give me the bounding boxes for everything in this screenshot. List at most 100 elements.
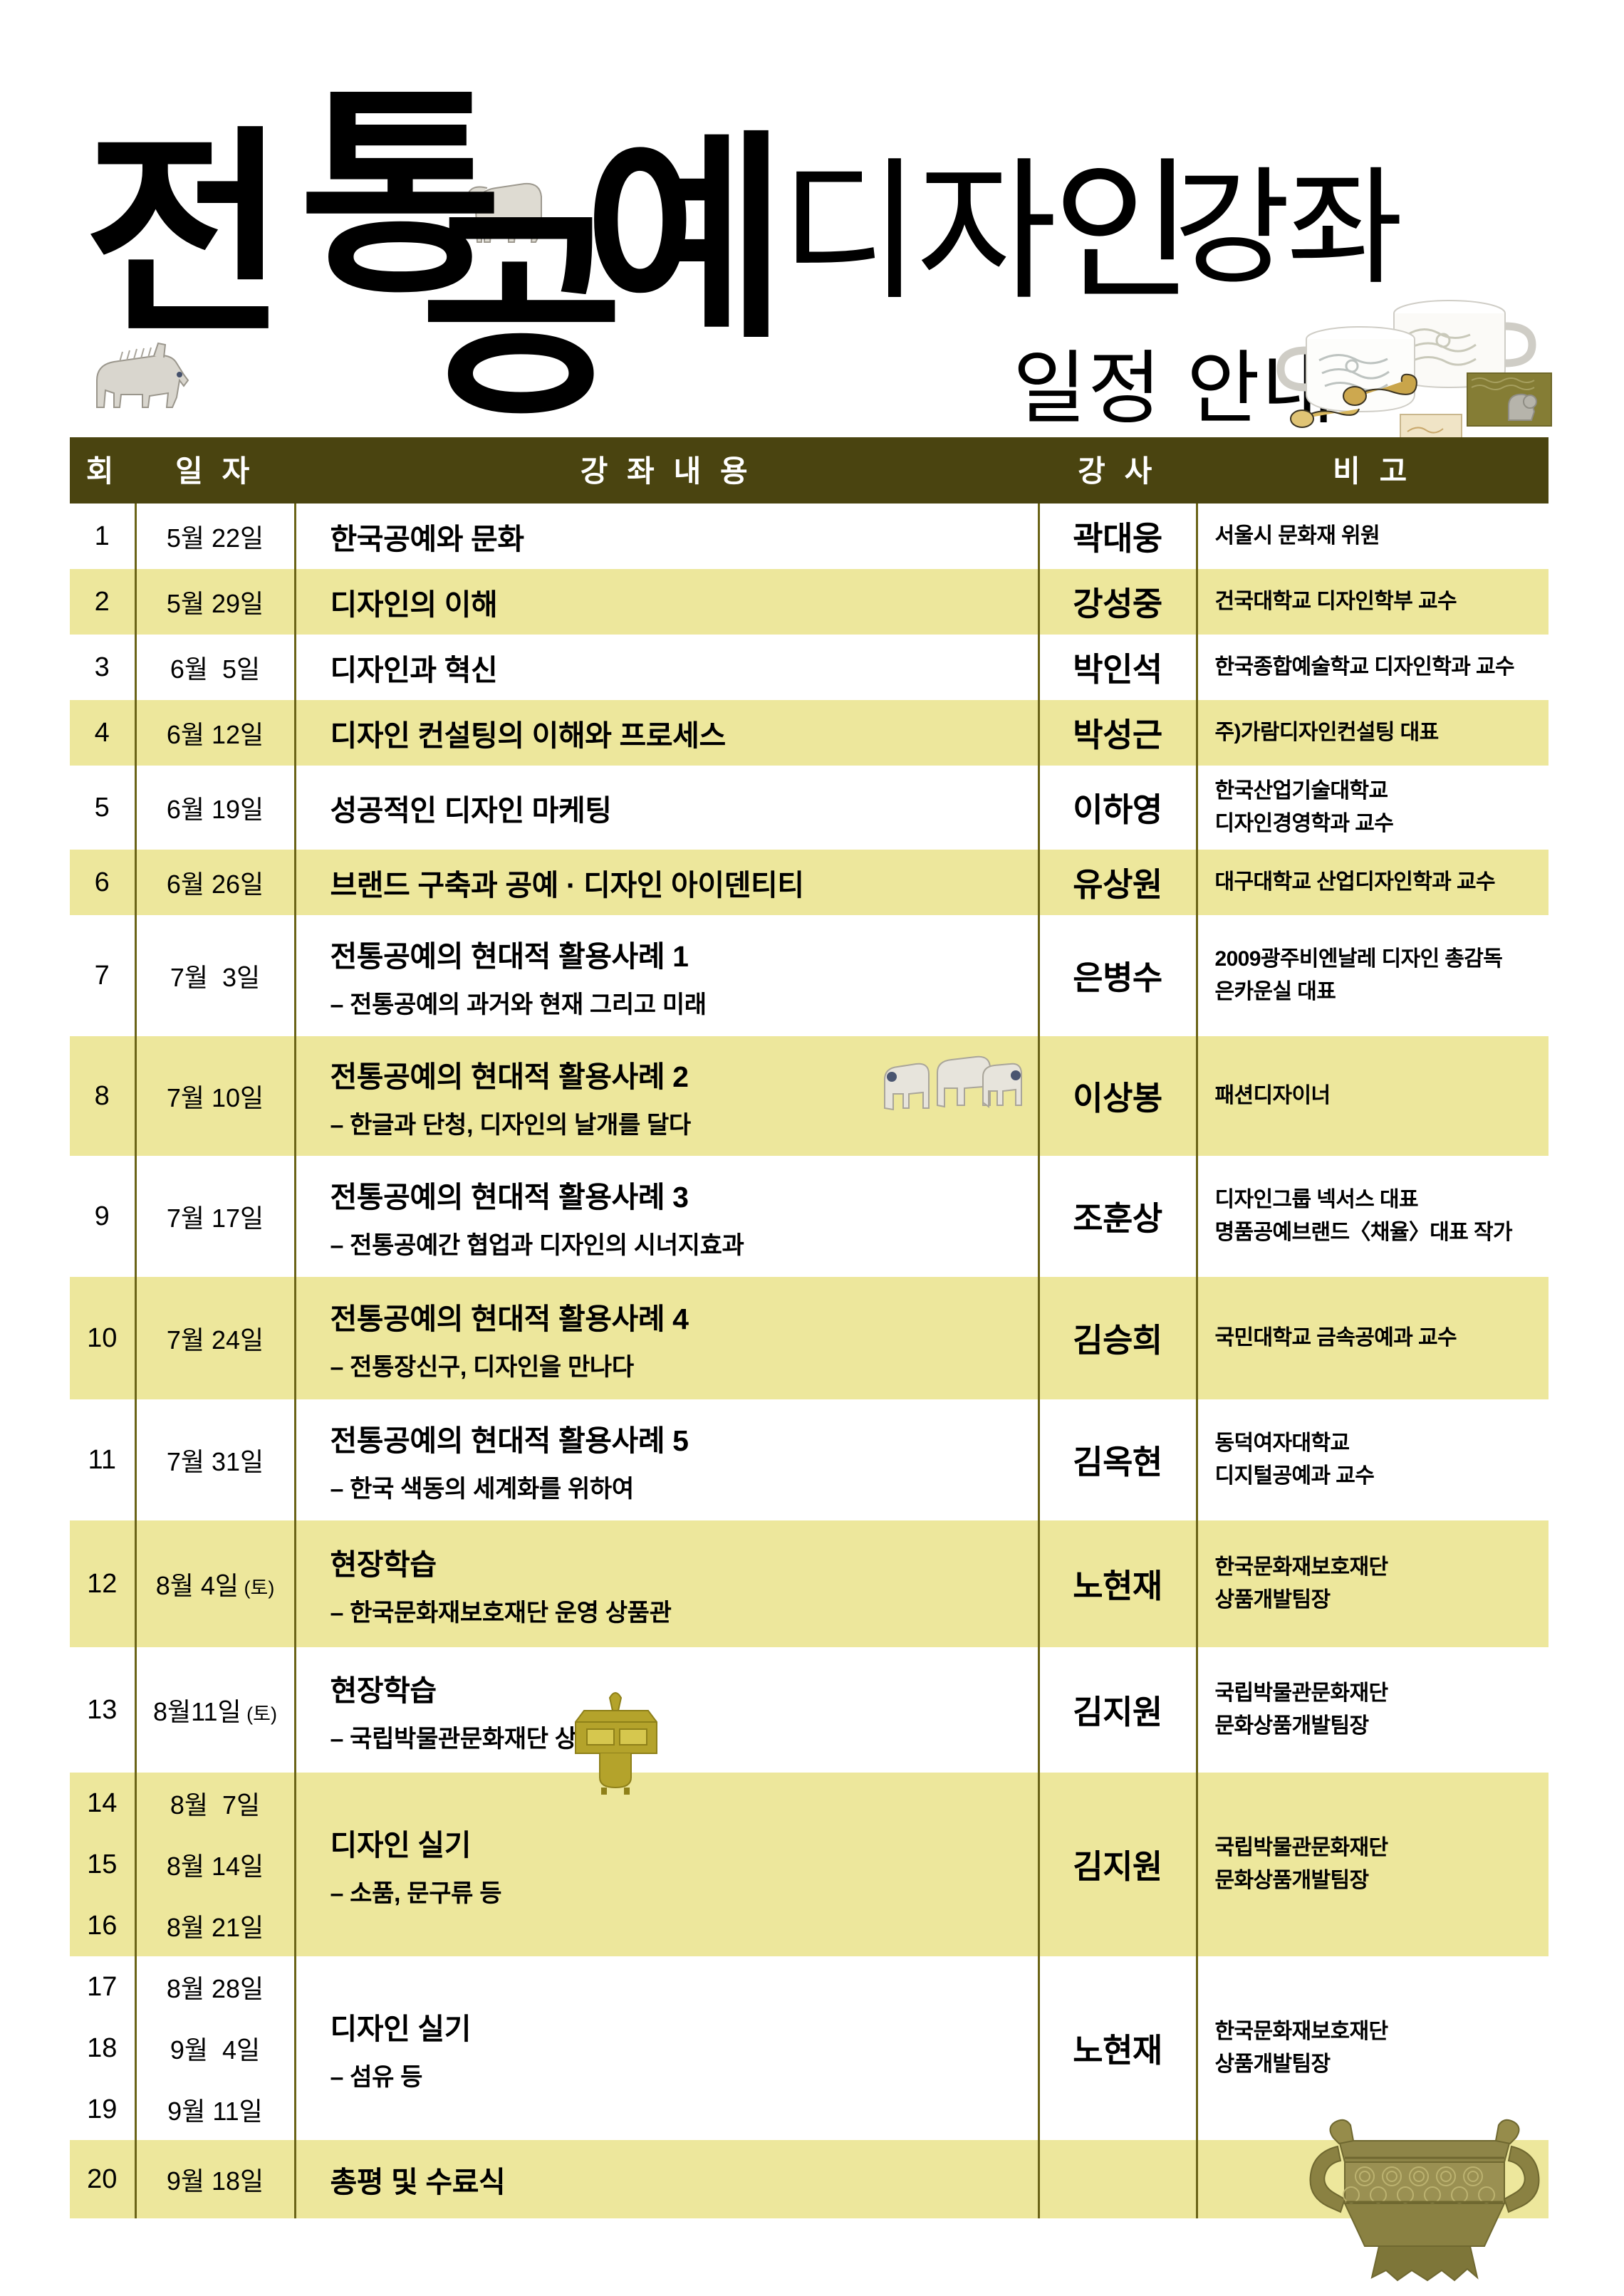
cell-session-no: 14 — [70, 1773, 137, 1834]
note-line: 한국종합예술학교 디자인학과 교수 — [1214, 654, 1515, 679]
cell-course-content: 현장학습 – 한국문화재보호재단 운영 상품관 — [293, 1520, 1040, 1647]
table-row: 11 7월 31일 전통공예의 현대적 활용사례 5 – 한국 색동의 세계화를 위하… — [70, 1399, 1548, 1520]
course-subtitle: – 한국 색동의 세계화를 위하여 — [330, 1475, 635, 1503]
cell-date: 5월 22일 — [134, 503, 296, 569]
cell-date: 7월 10일 — [134, 1036, 296, 1156]
table-row: 4 6월 12일 디자인 컨설팅의 이해와 프로세스 박성근 주)가람디자인컨설팅 대표 — [70, 700, 1548, 766]
cell-lecturer: 김지원 — [1037, 1773, 1198, 1956]
note-line: 패션디자이너 — [1214, 1083, 1331, 1107]
course-title: 현장학습 — [330, 1548, 437, 1581]
course-subtitle: – 한글과 단청, 디자인의 날개를 달다 — [330, 1111, 692, 1139]
cell-note: 2009광주비엔날레 디자인 총감독 은카운실 대표 — [1195, 915, 1548, 1036]
cell-session-no: 7 — [70, 915, 137, 1036]
table-header: 회 일 자 강 좌 내 용 강 사 비 고 — [70, 437, 1548, 503]
note-line: 한국문화재보호재단 — [1214, 1555, 1389, 1579]
table-row: 16 8월 21일 — [70, 1895, 1548, 1956]
cell-course-content: 디자인의 이해 — [293, 569, 1040, 635]
cell-course-content: 디자인 실기 – 섬유 등 — [293, 1956, 1040, 2140]
cell-note: 서울시 문화재 위원 — [1195, 503, 1548, 569]
cell-session-no: 2 — [70, 569, 137, 635]
note-line: 건국대학교 디자인학부 교수 — [1214, 589, 1457, 613]
column-header-date: 일 자 — [135, 437, 295, 503]
table-header-row: 회 일 자 강 좌 내 용 강 사 비 고 — [70, 437, 1548, 503]
note-line: 문화상품개발팀장 — [1214, 1869, 1370, 1892]
poster-header: 전 통 공 예 디자인 강좌 일정 안내 — [0, 0, 1624, 443]
table-row: 10 7월 24일 전통공예의 현대적 활용사례 4 – 전통장신구, 디자인을 만나… — [70, 1277, 1548, 1399]
course-title: 브랜드 구축과 공예 · 디자인 아이덴티티 — [330, 869, 805, 902]
column-header-no: 회 — [70, 437, 135, 503]
cell-session-no: 5 — [70, 766, 137, 850]
cell-course-content: 현장학습 – 국립박물관문화재단 상품관 — [293, 1647, 1040, 1773]
cell-session-no: 16 — [70, 1895, 137, 1956]
tiger-mug-photo — [1276, 300, 1552, 443]
horse-figurine-icon — [96, 342, 189, 408]
table-row: 20 9월 18일 총평 및 수료식 — [70, 2140, 1548, 2218]
title-char-tong: 통 — [299, 72, 503, 319]
cell-session-no: 10 — [70, 1277, 137, 1399]
note-line: 디자인그룹 넥서스 대표 — [1214, 1187, 1419, 1211]
cell-date: 8월11일 (토) — [134, 1647, 296, 1773]
bronze-ritual-vessel-photo — [1239, 2097, 1610, 2289]
cell-note: 패션디자이너 — [1195, 1036, 1548, 1156]
animal-figurines-photo — [884, 1055, 1022, 1111]
cell-lecturer: 강성중 — [1037, 569, 1198, 635]
note-line: 한국문화재보호재단 — [1214, 2019, 1389, 2043]
course-subtitle: – 한국문화재보호재단 운영 상품관 — [330, 1599, 672, 1627]
cell-date: 8월 4일 (토) — [134, 1520, 296, 1647]
column-header-lecturer: 강 사 — [1039, 437, 1197, 503]
cell-note: 주)가람디자인컨설팅 대표 — [1195, 700, 1548, 766]
note-line: 상품개발팀장 — [1214, 1588, 1331, 1612]
column-header-content: 강 좌 내 용 — [295, 437, 1039, 503]
note-line: 국민대학교 금속공예과 교수 — [1214, 1325, 1457, 1350]
table-row: 6 6월 26일 브랜드 구축과 공예 · 디자인 아이덴티티 유상원 대구대학교 산업… — [70, 850, 1548, 915]
note-line: 한국산업기술대학교 — [1214, 778, 1389, 803]
cell-course-content: 한국공예와 문화 — [293, 503, 1040, 569]
cell-course-content: 전통공예의 현대적 활용사례 2 – 한글과 단청, 디자인의 날개를 달다 — [293, 1036, 1040, 1156]
cell-date: 9월 18일 — [134, 2140, 296, 2218]
cell-date: 8월 28일 — [134, 1956, 296, 2018]
cell-lecturer: 박인석 — [1037, 635, 1198, 700]
course-title: 디자인의 이해 — [330, 588, 498, 621]
cell-course-content: 디자인 실기 – 소품, 문구류 등 — [293, 1773, 1040, 1956]
cell-date: 7월 17일 — [134, 1156, 296, 1277]
cell-date: 7월 31일 — [134, 1399, 296, 1520]
course-schedule-table: 회 일 자 강 좌 내 용 강 사 비 고 1 5월 22일 한국공예와 문화 곽대웅… — [70, 437, 1548, 2218]
cell-lecturer: 이상봉 — [1037, 1036, 1198, 1156]
cell-session-no: 20 — [70, 2140, 137, 2218]
cell-course-content: 총평 및 수료식 — [293, 2140, 1040, 2218]
cell-date: 9월 11일 — [134, 2079, 296, 2140]
cell-lecturer: 노현재 — [1037, 1956, 1198, 2140]
table-row: 5 6월 19일 성공적인 디자인 마케팅 이하영 한국산업기술대학교 디자인경영학과 교… — [70, 766, 1548, 850]
cell-date: 8월 21일 — [134, 1895, 296, 1956]
course-title: 디자인과 혁신 — [330, 654, 498, 687]
cell-course-content: 전통공예의 현대적 활용사례 1 – 전통공예의 과거와 현재 그리고 미래 — [293, 915, 1040, 1036]
note-line: 대구대학교 산업디자인학과 교수 — [1214, 870, 1496, 894]
note-line: 디자인경영학과 교수 — [1214, 812, 1394, 835]
cell-session-no: 1 — [70, 503, 137, 569]
table-row: 9 7월 17일 전통공예의 현대적 활용사례 3 – 전통공예간 협업과 디자인의 … — [70, 1156, 1548, 1277]
ram-figurine-icon — [466, 182, 542, 243]
table-row: 15 8월 14일 — [70, 1834, 1548, 1895]
cell-date: 6월 12일 — [134, 700, 296, 766]
table-row: 17 8월 28일 디자인 실기 – 섬유 등 노현재 한국문화재보호재단 상품개발팀장 — [70, 1956, 1548, 2140]
cell-date: 6월 26일 — [134, 850, 296, 915]
column-header-note: 비 고 — [1197, 437, 1548, 503]
cell-lecturer: 박성근 — [1037, 700, 1198, 766]
cell-note: 건국대학교 디자인학부 교수 — [1195, 569, 1548, 635]
saturday-marker: (토) — [238, 1577, 275, 1599]
cell-session-no: 8 — [70, 1036, 137, 1156]
note-line: 서울시 문화재 위원 — [1214, 523, 1380, 548]
saturday-marker: (토) — [241, 1703, 277, 1725]
cell-course-content: 전통공예의 현대적 활용사례 3 – 전통공예간 협업과 디자인의 시너지효과 — [293, 1156, 1040, 1277]
note-line: 상품개발팀장 — [1214, 2052, 1331, 2076]
note-line: 주)가람디자인컨설팅 대표 — [1214, 720, 1440, 744]
course-title: 전통공예의 현대적 활용사례 5 — [330, 1424, 689, 1457]
title-char-ye: 예 — [584, 116, 788, 363]
note-line: 명품공예브랜드〈채율〉대표 작가 — [1214, 1221, 1513, 1244]
title-char-jeon: 전 — [84, 112, 288, 359]
cell-course-content: 전통공예의 현대적 활용사례 5 – 한국 색동의 세계화를 위하여 — [293, 1399, 1040, 1520]
cell-lecturer — [1037, 2140, 1198, 2218]
